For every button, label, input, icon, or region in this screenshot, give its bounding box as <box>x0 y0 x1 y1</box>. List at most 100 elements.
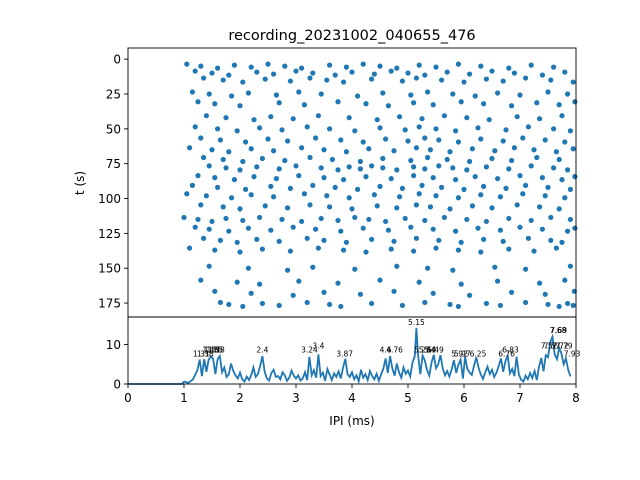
raster-point <box>548 214 554 221</box>
raster-point <box>455 247 461 253</box>
raster-point <box>506 166 512 172</box>
raster-point <box>360 61 366 67</box>
raster-point <box>226 228 232 234</box>
raster-point <box>422 72 428 78</box>
raster-point <box>187 145 193 151</box>
raster-point <box>237 103 243 109</box>
hist-frame <box>127 316 577 385</box>
peak-label: 1.55 <box>206 345 223 354</box>
raster-point <box>198 202 204 208</box>
raster-point <box>321 289 327 295</box>
raster-point <box>259 300 265 307</box>
raster-point <box>464 216 470 223</box>
raster-point <box>458 99 464 105</box>
raster-point <box>483 218 489 225</box>
raster-point <box>296 89 302 95</box>
raster-point <box>562 69 568 75</box>
raster-point <box>279 216 285 223</box>
raster-point <box>531 248 537 254</box>
raster-point <box>551 126 557 132</box>
raster-point <box>500 138 506 144</box>
raster-point <box>539 175 546 181</box>
hist-y-tick-label: 10 <box>106 338 121 352</box>
raster-point <box>206 163 212 169</box>
raster-point <box>455 195 461 201</box>
raster-point <box>341 247 347 253</box>
raster-point <box>234 279 240 285</box>
raster-point <box>355 186 361 192</box>
raster-point <box>453 228 459 234</box>
peak-label: 5.92 <box>451 349 468 358</box>
raster-point <box>226 301 232 308</box>
raster-point <box>411 100 417 106</box>
raster-point <box>276 100 282 106</box>
raster-point <box>416 62 422 68</box>
raster-point <box>240 158 246 165</box>
raster-point <box>413 235 419 241</box>
raster-point <box>332 72 338 78</box>
raster-point <box>310 264 316 270</box>
raster-point <box>439 77 445 83</box>
peak-label: 5.15 <box>408 318 425 327</box>
raster-point <box>257 281 263 287</box>
peak-label: 7.69 <box>550 326 567 335</box>
raster-point <box>231 177 237 183</box>
raster-point <box>369 76 375 82</box>
raster-point <box>506 215 512 222</box>
raster-point <box>475 125 481 131</box>
raster-point <box>433 245 439 251</box>
hist-x-tick-label: 8 <box>572 391 580 405</box>
raster-point <box>259 246 265 252</box>
raster-point <box>299 218 305 225</box>
raster-point <box>271 194 277 200</box>
peak-label: 4.76 <box>386 345 403 354</box>
raster-panel: recording_20231002_040655_476 0 25 50 75 100… <box>73 28 578 318</box>
peak-label: 6.76 <box>498 349 515 358</box>
raster-point <box>352 214 358 221</box>
raster-point <box>394 205 400 211</box>
raster-point <box>402 127 408 133</box>
raster-point <box>500 78 506 84</box>
raster-point <box>203 193 209 199</box>
raster-point <box>495 90 501 96</box>
raster-point <box>475 225 481 231</box>
raster-point <box>402 215 408 222</box>
raster-point <box>220 77 226 83</box>
peak-label: 6.83 <box>502 345 519 354</box>
raster-point <box>324 77 330 83</box>
raster-point <box>458 239 464 245</box>
raster-point <box>287 185 293 191</box>
raster-point <box>472 93 478 99</box>
raster-point <box>268 183 274 189</box>
raster-point <box>553 245 560 251</box>
raster-point <box>223 165 229 171</box>
raster-point <box>304 299 310 306</box>
raster-point <box>327 62 333 68</box>
raster-point <box>217 237 223 243</box>
raster-point <box>268 227 274 233</box>
raster-point <box>523 299 529 306</box>
raster-point <box>572 174 578 180</box>
peak-label: 7.72 <box>552 342 569 351</box>
raster-point <box>517 173 523 179</box>
raster-point <box>360 139 366 145</box>
raster-point <box>287 78 293 84</box>
raster-point <box>427 147 433 153</box>
raster-point <box>394 65 400 71</box>
raster-point <box>565 300 571 307</box>
raster-point <box>411 248 417 254</box>
raster-point <box>223 115 229 121</box>
raster-point <box>539 226 546 232</box>
raster-point <box>542 193 548 199</box>
raster-point <box>357 158 363 165</box>
raster-point <box>229 195 235 201</box>
raster-point <box>237 206 243 212</box>
raster-point <box>206 91 212 97</box>
raster-point <box>245 265 251 271</box>
raster-points <box>181 61 578 310</box>
raster-point <box>422 299 428 306</box>
raster-point <box>408 157 414 164</box>
raster-point <box>483 164 489 170</box>
hist-x-axis: 0 1 2 3 4 5 6 7 8 <box>124 384 580 405</box>
